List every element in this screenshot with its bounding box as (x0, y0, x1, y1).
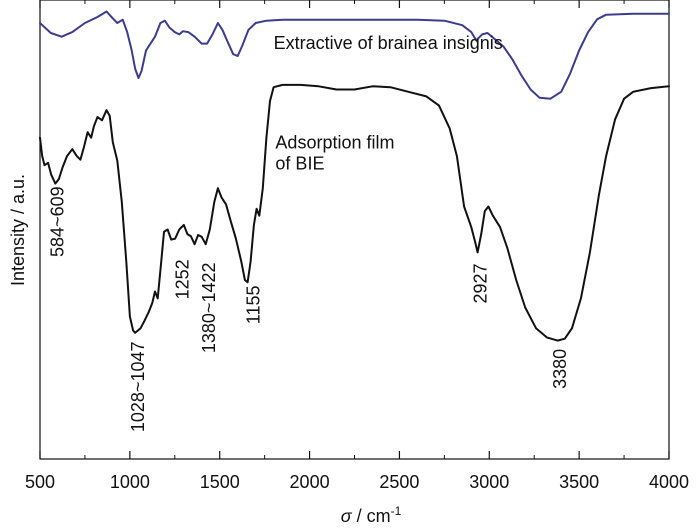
x-axis-symbol: σ (341, 506, 353, 526)
x-tick-label-1000: 1000 (110, 472, 150, 492)
series-line-0 (39, 10, 670, 100)
annotation-layer: Extractive of brainea insignis Adsorption… (47, 33, 570, 432)
x-axis-title: σ / cm-1 (341, 504, 402, 526)
text-label: Adsorption film (275, 133, 394, 153)
peak-annotation: 1155 (243, 286, 263, 325)
peak-annotation: 1028~1047 (128, 342, 148, 433)
peak-annotation: 1380~1422 (199, 263, 219, 354)
x-tick-labels: 500 1000 1500 2000 2500 3000 3500 4000 (25, 472, 689, 492)
x-tick-label-3500: 3500 (559, 472, 599, 492)
y-axis-title: Intensity / a.u. (8, 174, 28, 286)
peak-annotation: 1252 (172, 259, 192, 299)
peak-annotation: 3380 (550, 349, 570, 389)
text-label: Extractive of brainea insignis (274, 33, 503, 53)
x-tick-label-1500: 1500 (200, 472, 240, 492)
x-tick-label-2000: 2000 (290, 472, 330, 492)
x-tick-label-500: 500 (25, 472, 55, 492)
series-layer (39, 10, 670, 342)
x-tick-label-4000: 4000 (649, 472, 689, 492)
x-tick-label-3000: 3000 (469, 472, 509, 492)
x-axis-unit-exponent: -1 (391, 504, 402, 518)
x-ticks (39, 0, 670, 459)
peak-annotation: 584~609 (47, 186, 67, 257)
series-line-1 (39, 83, 670, 342)
text-label: of BIE (275, 153, 324, 173)
peak-annotation: 2927 (471, 264, 491, 304)
x-tick-label-2500: 2500 (379, 472, 419, 492)
x-axis-unit: / cm (352, 506, 391, 526)
